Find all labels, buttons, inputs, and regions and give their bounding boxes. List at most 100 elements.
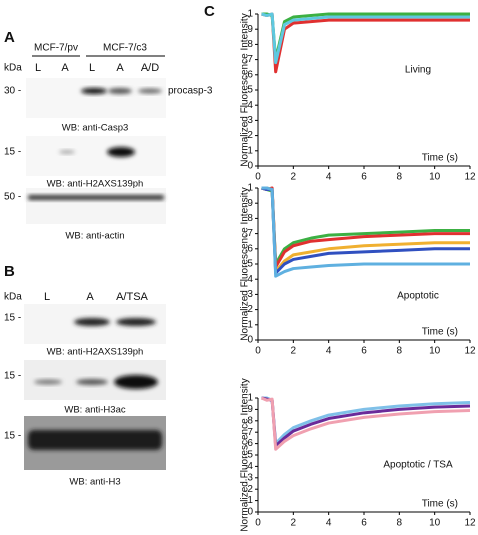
y-tick-label: .9 xyxy=(245,404,254,415)
panel-label: A xyxy=(4,29,15,46)
lane-label: L xyxy=(35,62,41,74)
lane-label: A xyxy=(86,291,94,303)
marker: 15 - xyxy=(4,431,21,442)
blot xyxy=(26,188,166,224)
marker: 30 - xyxy=(4,86,21,97)
band xyxy=(76,379,108,385)
lane-label: A xyxy=(61,62,69,74)
caption: WB: anti-H2AXS139ph xyxy=(47,179,144,190)
band xyxy=(74,318,110,326)
y-tick-label: .1 xyxy=(245,495,254,506)
band xyxy=(59,150,75,154)
x-tick-label: 8 xyxy=(397,518,403,529)
x-tick-label: 12 xyxy=(464,172,476,183)
marker: 15 - xyxy=(4,371,21,382)
x-tick-label: 12 xyxy=(464,346,476,357)
y-axis-label: Normalized Fluorescence Intensity xyxy=(240,378,251,531)
y-tick-label: .6 xyxy=(245,69,254,80)
x-tick-label: 10 xyxy=(429,172,441,183)
y-tick-label: .8 xyxy=(245,39,254,50)
y-tick-label: .3 xyxy=(245,115,254,126)
y-tick-label: 0 xyxy=(247,335,253,346)
series-line xyxy=(261,12,470,65)
kda-label: kDa xyxy=(4,63,22,74)
y-tick-label: 0 xyxy=(247,507,253,518)
x-tick-label: 10 xyxy=(429,518,441,529)
band xyxy=(138,88,162,94)
y-tick-label: .8 xyxy=(245,213,254,224)
caption: WB: anti-Casp3 xyxy=(62,123,129,134)
x-tick-label: 0 xyxy=(255,346,261,357)
y-tick-label: 1 xyxy=(247,183,253,194)
x-axis-label: Time (s) xyxy=(422,499,458,510)
lane-label: A/D xyxy=(141,62,159,74)
y-tick-label: 1 xyxy=(247,393,253,404)
y-tick-label: .7 xyxy=(245,54,254,65)
caption: WB: anti-H3ac xyxy=(64,405,125,416)
y-tick-label: .3 xyxy=(245,472,254,483)
y-axis-label: Normalized Fluorescence Intensity xyxy=(240,13,251,166)
annotation: Apoptotic xyxy=(397,291,439,302)
y-tick-label: .3 xyxy=(245,289,254,300)
caption: WB: anti-H3 xyxy=(69,477,120,488)
band xyxy=(116,318,156,326)
band xyxy=(114,375,158,389)
band xyxy=(81,88,107,94)
x-axis-label: Time (s) xyxy=(422,153,458,164)
x-tick-label: 4 xyxy=(326,346,332,357)
band xyxy=(28,430,162,450)
y-tick-label: .4 xyxy=(245,274,254,285)
y-tick-label: .9 xyxy=(245,198,254,209)
kda-label: kDa xyxy=(4,292,22,303)
y-tick-label: 1 xyxy=(247,9,253,20)
caption: WB: anti-actin xyxy=(65,231,124,242)
x-tick-label: 6 xyxy=(361,172,367,183)
x-tick-label: 8 xyxy=(397,172,403,183)
band xyxy=(108,88,132,94)
marker: 15 - xyxy=(4,313,21,324)
y-tick-label: .6 xyxy=(245,438,254,449)
x-axis-label: Time (s) xyxy=(422,327,458,338)
series-line xyxy=(260,396,471,451)
lane-label: A xyxy=(116,62,124,74)
y-tick-label: .1 xyxy=(245,319,254,330)
annotation: procasp-3 xyxy=(168,86,213,97)
y-tick-label: .2 xyxy=(245,304,254,315)
lane-label: A/TSA xyxy=(116,291,148,303)
y-tick-label: .7 xyxy=(245,427,254,438)
panel-label: B xyxy=(4,263,15,280)
y-tick-label: 0 xyxy=(247,161,253,172)
marker: 15 - xyxy=(4,147,21,158)
y-tick-label: .4 xyxy=(245,100,254,111)
annotation: Apoptotic / TSA xyxy=(383,460,453,471)
x-tick-label: 2 xyxy=(291,518,297,529)
y-tick-label: .6 xyxy=(245,243,254,254)
panel-label: C xyxy=(204,3,215,20)
x-tick-label: 6 xyxy=(361,518,367,529)
x-tick-label: 2 xyxy=(291,172,297,183)
x-tick-label: 4 xyxy=(326,172,332,183)
x-tick-label: 10 xyxy=(429,346,441,357)
x-tick-label: 0 xyxy=(255,518,261,529)
y-tick-label: .1 xyxy=(245,145,254,156)
band xyxy=(34,379,62,385)
annotation: Living xyxy=(405,65,431,76)
y-tick-label: .5 xyxy=(245,259,254,270)
y-tick-label: .5 xyxy=(245,85,254,96)
x-tick-label: 2 xyxy=(291,346,297,357)
band xyxy=(28,195,164,200)
y-axis-label: Normalized Fluorescence Intensity xyxy=(240,187,251,340)
blot xyxy=(26,78,166,118)
y-tick-label: .8 xyxy=(245,415,254,426)
group-label: MCF-7/pv xyxy=(34,43,78,54)
x-tick-label: 8 xyxy=(397,346,403,357)
y-tick-label: .5 xyxy=(245,450,254,461)
y-tick-label: .9 xyxy=(245,24,254,35)
series-line xyxy=(261,12,470,74)
x-tick-label: 12 xyxy=(464,518,476,529)
blot xyxy=(26,136,166,176)
lane-label: L xyxy=(44,291,50,303)
band xyxy=(107,147,135,157)
group-label: MCF-7/c3 xyxy=(103,43,147,54)
